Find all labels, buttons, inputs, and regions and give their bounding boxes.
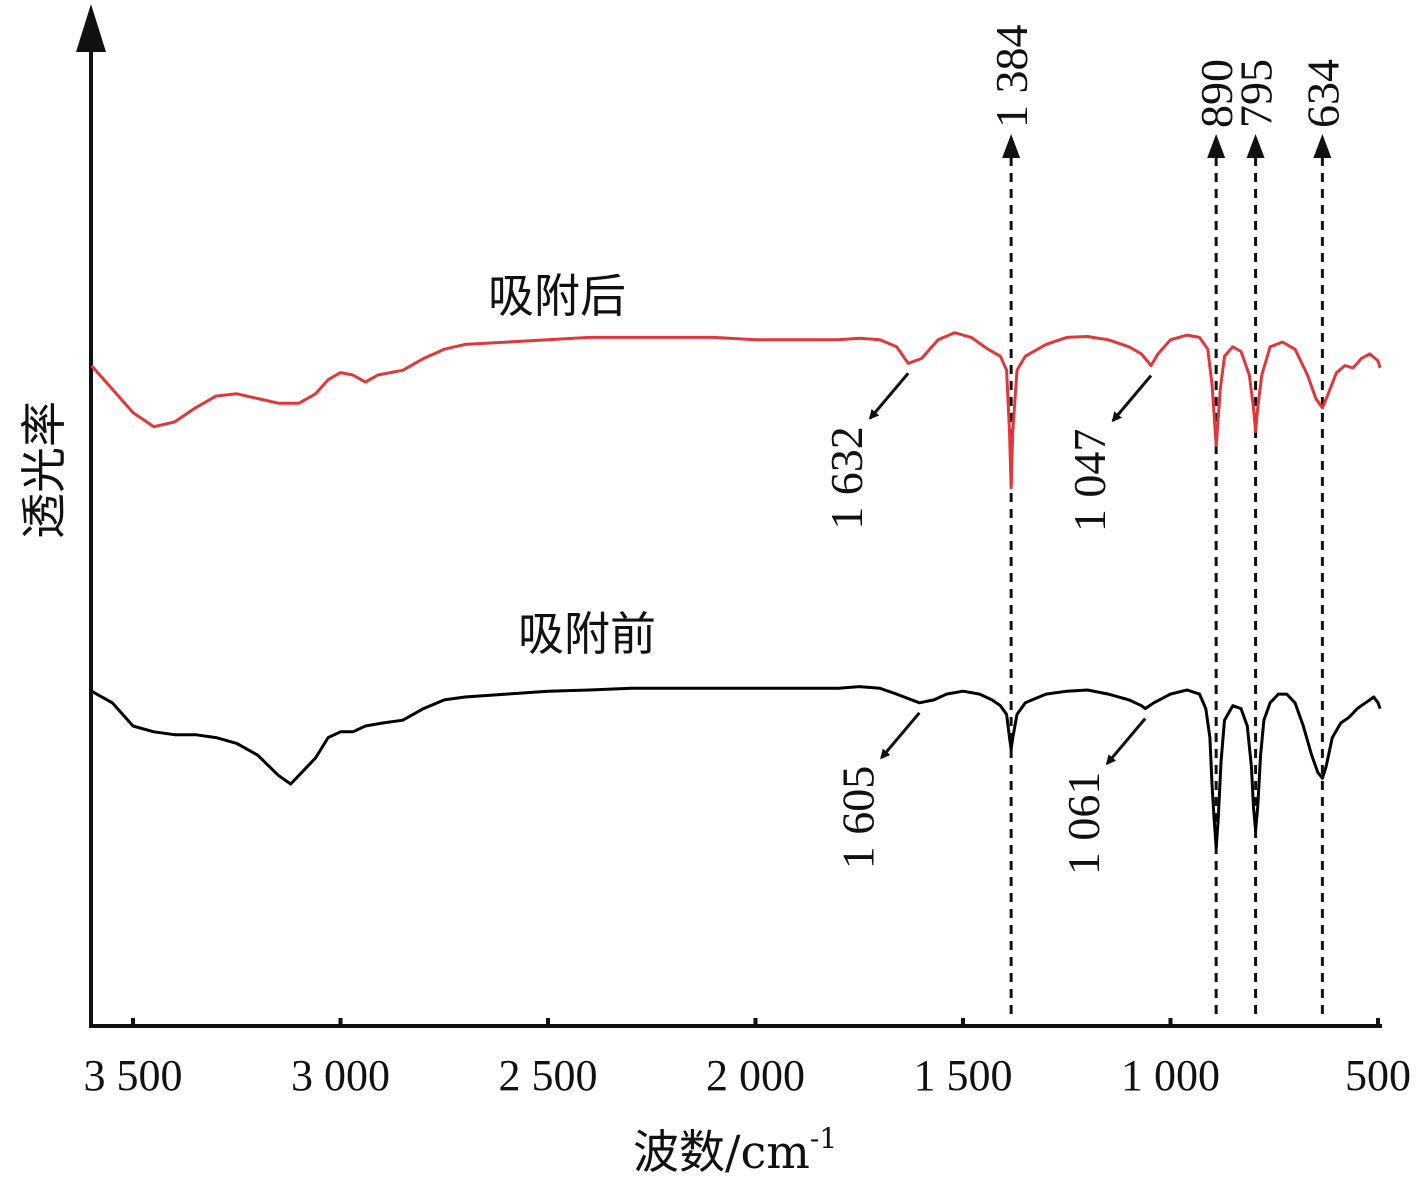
series-line bbox=[90, 685, 1382, 850]
y-axis-arrow-icon bbox=[76, 4, 106, 52]
annotation-arrow bbox=[880, 711, 921, 760]
annotation-arrow bbox=[868, 372, 910, 420]
x-tick-label: 3 500 bbox=[84, 1051, 183, 1100]
peak-arrow-icon bbox=[1246, 134, 1265, 158]
x-tick-label: 2 500 bbox=[499, 1051, 598, 1100]
x-axis-title-text: 波数/cm bbox=[633, 1125, 810, 1179]
x-ticks: 3 500 3 000 2 500 2 000 1 500 1 000 500 bbox=[84, 1018, 1411, 1100]
series-label-after: 吸附后 bbox=[488, 269, 626, 323]
x-axis-title-sup: -1 bbox=[810, 1122, 837, 1155]
annotation-label: 1 047 bbox=[1064, 429, 1115, 532]
annotation-label: 1 632 bbox=[821, 426, 872, 530]
x-axis-title: 波数/cm-1 bbox=[633, 1122, 837, 1179]
peak-annotations: 1 632 1 047 1 605 1 061 bbox=[821, 372, 1153, 876]
y-axis-title: 透光率 bbox=[17, 401, 71, 539]
series-line bbox=[90, 331, 1382, 490]
x-tick-label: 1 500 bbox=[914, 1051, 1013, 1100]
annotation-arrow bbox=[1111, 374, 1153, 423]
peak-arrow-icon bbox=[1002, 134, 1021, 158]
annotation-arrow bbox=[1105, 717, 1147, 766]
peak-arrow-icon bbox=[1313, 134, 1332, 158]
x-tick-label: 1 000 bbox=[1121, 1051, 1220, 1100]
peak-label: 795 bbox=[1231, 59, 1282, 128]
x-tick-label: 2 000 bbox=[706, 1051, 805, 1100]
peak-label: 634 bbox=[1297, 59, 1348, 128]
annotation-label: 1 061 bbox=[1058, 772, 1109, 876]
x-tick-label: 500 bbox=[1345, 1051, 1411, 1100]
annotation-label: 1 605 bbox=[832, 766, 883, 870]
peak-arrow-icon bbox=[1207, 134, 1226, 158]
axes bbox=[76, 4, 1382, 1028]
series-label-before: 吸附前 bbox=[518, 607, 656, 661]
peak-label: 890 bbox=[1191, 59, 1242, 128]
peak-label: 1 384 bbox=[986, 25, 1037, 129]
series-layer bbox=[90, 331, 1382, 850]
x-tick-label: 3 000 bbox=[291, 1051, 390, 1100]
